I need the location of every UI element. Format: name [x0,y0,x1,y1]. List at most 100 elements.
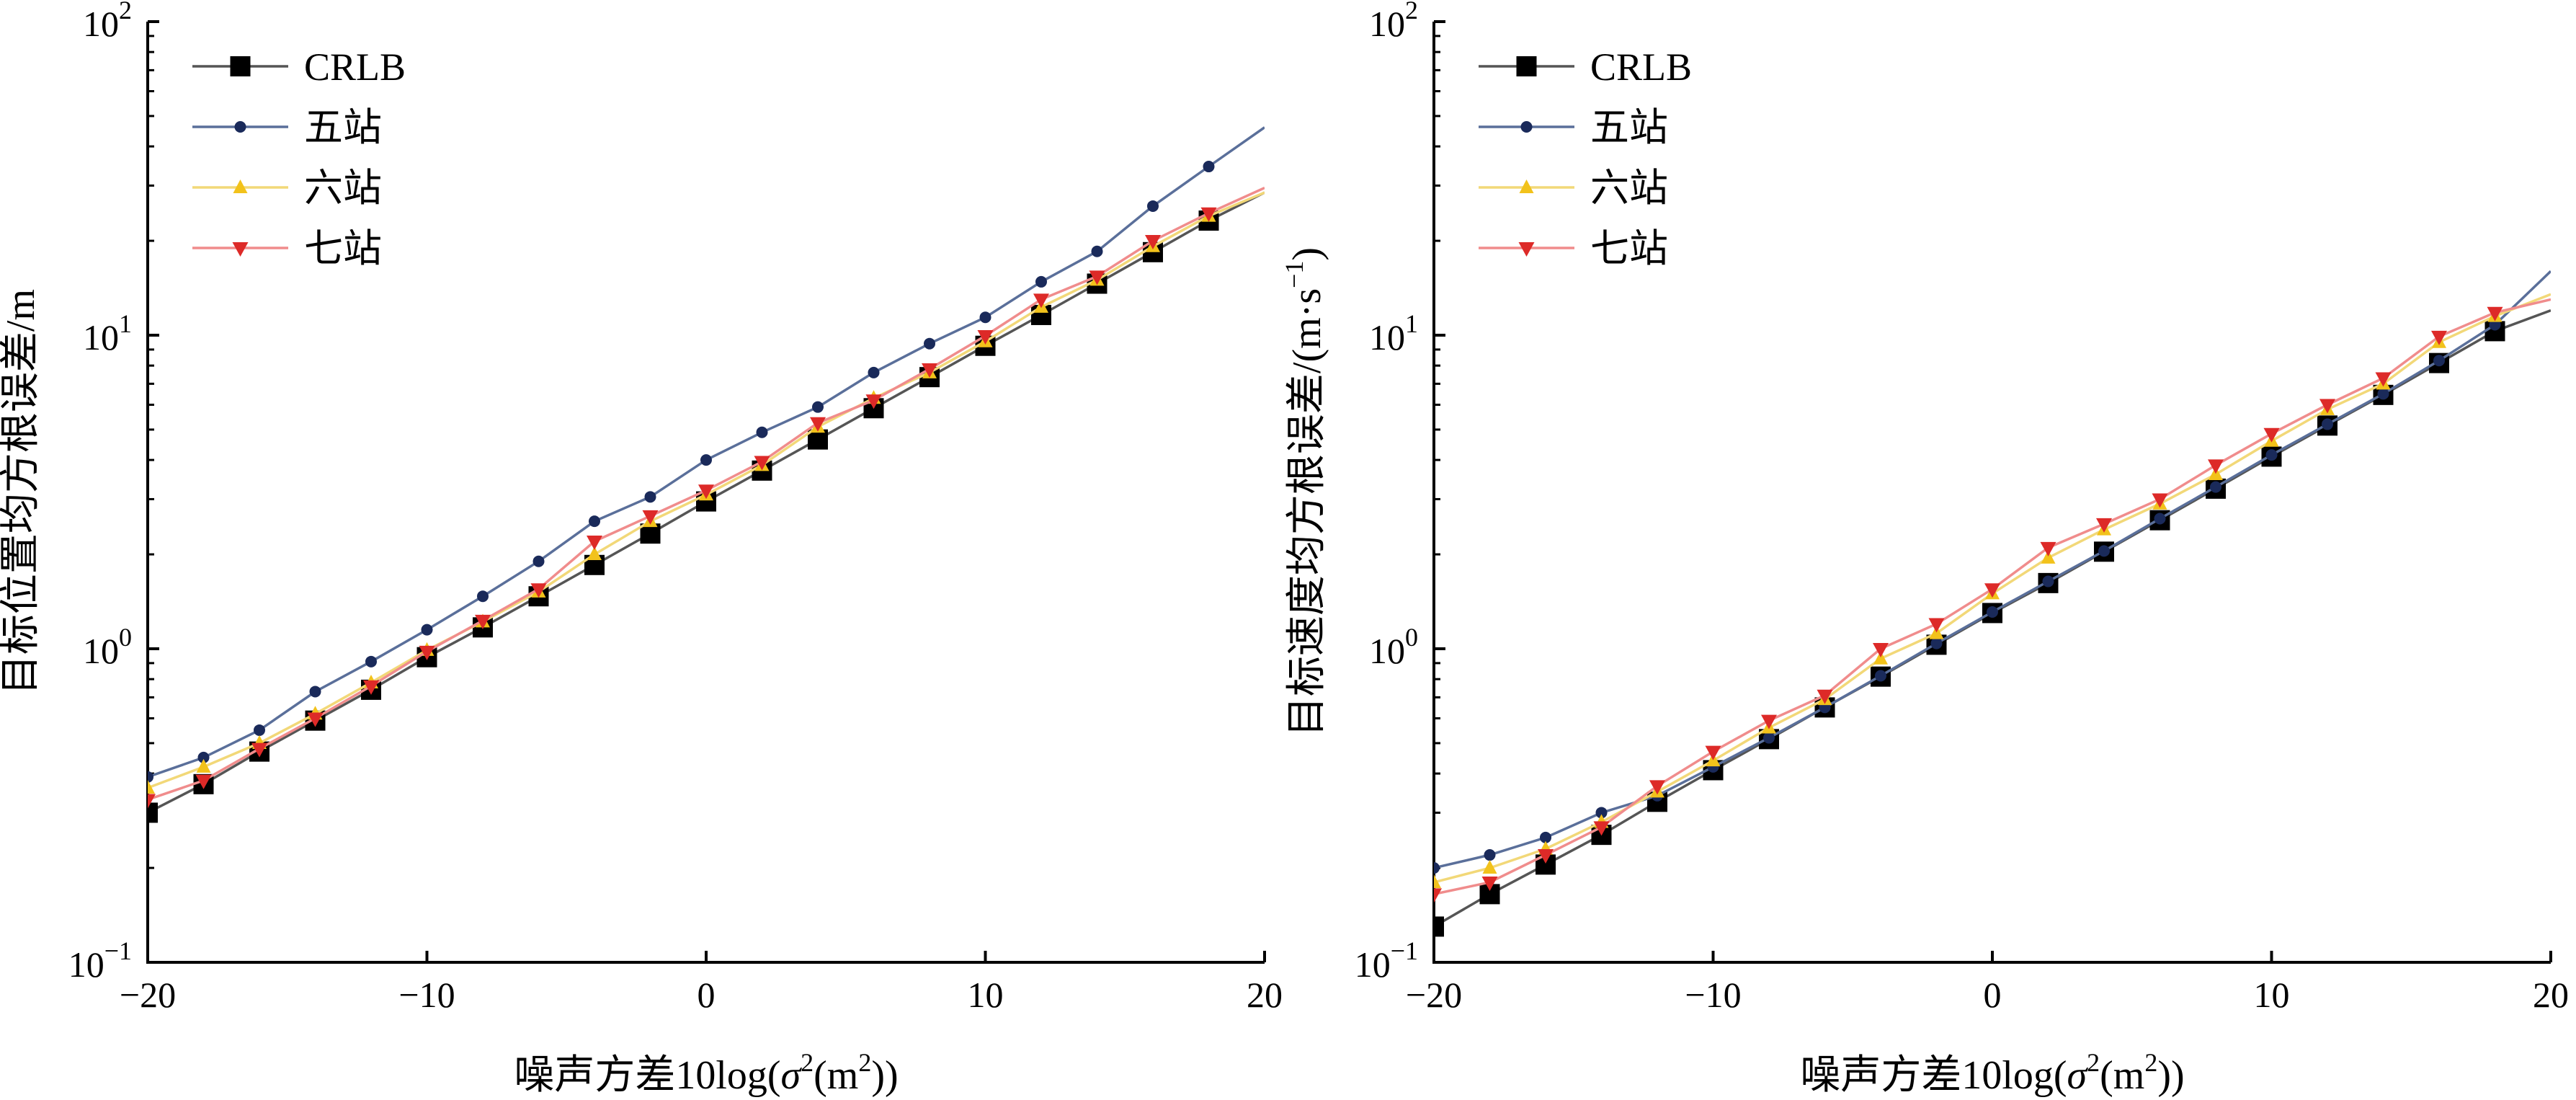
data-point-triangle-down [1761,714,1777,729]
x-tick-label: −20 [120,975,176,1015]
legend-marker [1518,242,1535,257]
data-point-circle [1147,200,1159,212]
data-point-circle [2154,513,2166,525]
data-point-circle [700,454,712,466]
data-point-circle [1434,862,1440,874]
legend-marker [230,56,251,76]
legend-marker [232,242,249,257]
velocity-error-chart: −20 −10 0 10 20 10−1 100 101 102 CRLB 五站六站七站噪声方差10… [1280,0,2569,1098]
data-point-circle [148,771,153,783]
data-point-circle [2210,481,2221,493]
data-point-circle [421,624,433,636]
data-point-circle [756,426,768,438]
data-point-square [148,802,158,823]
data-point-circle [2433,355,2445,367]
data-point-triangle-down [865,394,882,409]
y-tick-label: 100 [1369,623,1418,671]
data-point-triangle-down [1434,888,1442,903]
legend-marker [1519,179,1534,193]
legend-marker [1516,56,1537,76]
data-point-triangle-up [1873,650,1888,665]
data-point-triangle-down [363,680,379,695]
data-point-triangle-down [977,329,994,345]
data-point-circle [1203,161,1215,173]
legend-marker [1520,121,1533,133]
data-point-circle [1930,637,1943,649]
x-tick-label: −10 [1685,975,1741,1015]
data-point-triangle-down [195,774,212,789]
data-point-circle [309,686,321,698]
data-point-triangle-up [196,758,211,773]
legend-marker [233,179,248,193]
data-point-circle [2042,575,2054,587]
data-point-triangle-up [587,546,602,561]
data-point-circle [1484,849,1496,861]
data-point-triangle-down [419,645,435,660]
x-tick-label: 0 [698,975,716,1015]
data-point-square [1434,916,1444,937]
data-point-triangle-down [1089,270,1105,285]
data-point-triangle-down [1481,876,1498,891]
data-point-triangle-down [698,484,714,500]
data-point-triangle-down [1033,293,1049,309]
data-point-triangle-down [2375,372,2392,387]
data-point-circle [2377,388,2389,400]
data-point-triangle-up [2041,549,2056,564]
data-point-circle [1091,245,1103,257]
data-point-circle [2265,449,2278,461]
x-tick-label: −20 [1406,975,1462,1015]
data-point-circle [589,515,600,528]
legend-label: CRLB [1590,45,1692,89]
data-point-triangle-down [1817,689,1833,704]
data-point-triangle-down [754,456,770,471]
data-point-triangle-down [1649,780,1665,795]
data-point-triangle-down [642,510,659,525]
data-point-circle [1987,606,1998,618]
legend-label: 七站 [304,227,382,270]
y-tick-label: 101 [1369,309,1418,358]
data-point-triangle-down [1873,643,1889,657]
y-tick-label: 10−1 [1355,936,1418,985]
data-point-triangle-down [2263,427,2280,443]
data-point-circle [1763,732,1775,744]
legend-marker [234,121,246,133]
legend-label: 五站 [1590,106,1668,149]
legend-label: 七站 [1590,227,1668,270]
data-point-triangle-down [2487,306,2503,321]
x-axis-label: 噪声方差10log(σ2(m2)) [1800,1048,2184,1098]
data-point-circle [1540,831,1551,843]
data-point-circle [644,491,656,503]
data-point-triangle-down [1928,618,1945,633]
data-point-triangle-down [2152,493,2168,508]
data-point-circle [1595,807,1608,819]
y-tick-label: 101 [83,309,132,358]
data-point-triangle-down [1705,745,1721,760]
data-point-triangle-down [1593,821,1610,836]
y-tick-label: 10−1 [68,936,132,985]
data-point-triangle-down [810,417,826,432]
data-point-circle [477,590,489,603]
data-point-triangle-down [922,363,937,378]
data-point-circle [2322,418,2333,430]
position-error-chart: −20 −10 0 10 20 10−1 100 101 102 CRLB 五站六站七站噪声方差10… [0,0,1283,1098]
series-line-circle [1434,270,2551,869]
x-tick-label: −10 [398,975,455,1015]
data-point-triangle-up [148,780,155,794]
legend-label: 五站 [304,106,382,149]
data-point-circle [365,655,377,667]
data-point-triangle-down [148,794,156,809]
x-axis-label: 噪声方差10log(σ2(m2)) [514,1048,898,1098]
data-point-triangle-up [1482,860,1497,874]
data-point-circle [1035,275,1047,288]
x-tick-label: 0 [1984,975,2002,1015]
data-point-triangle-down [2319,399,2335,414]
y-axis-label: 目标速度均方根误差/(m·s−1) [1280,247,1329,737]
data-point-triangle-down [2431,330,2447,345]
data-point-triangle-down [1200,207,1217,222]
x-tick-label: 10 [2254,975,2290,1015]
data-point-circle [812,401,824,413]
x-tick-label: 20 [1247,975,1283,1015]
